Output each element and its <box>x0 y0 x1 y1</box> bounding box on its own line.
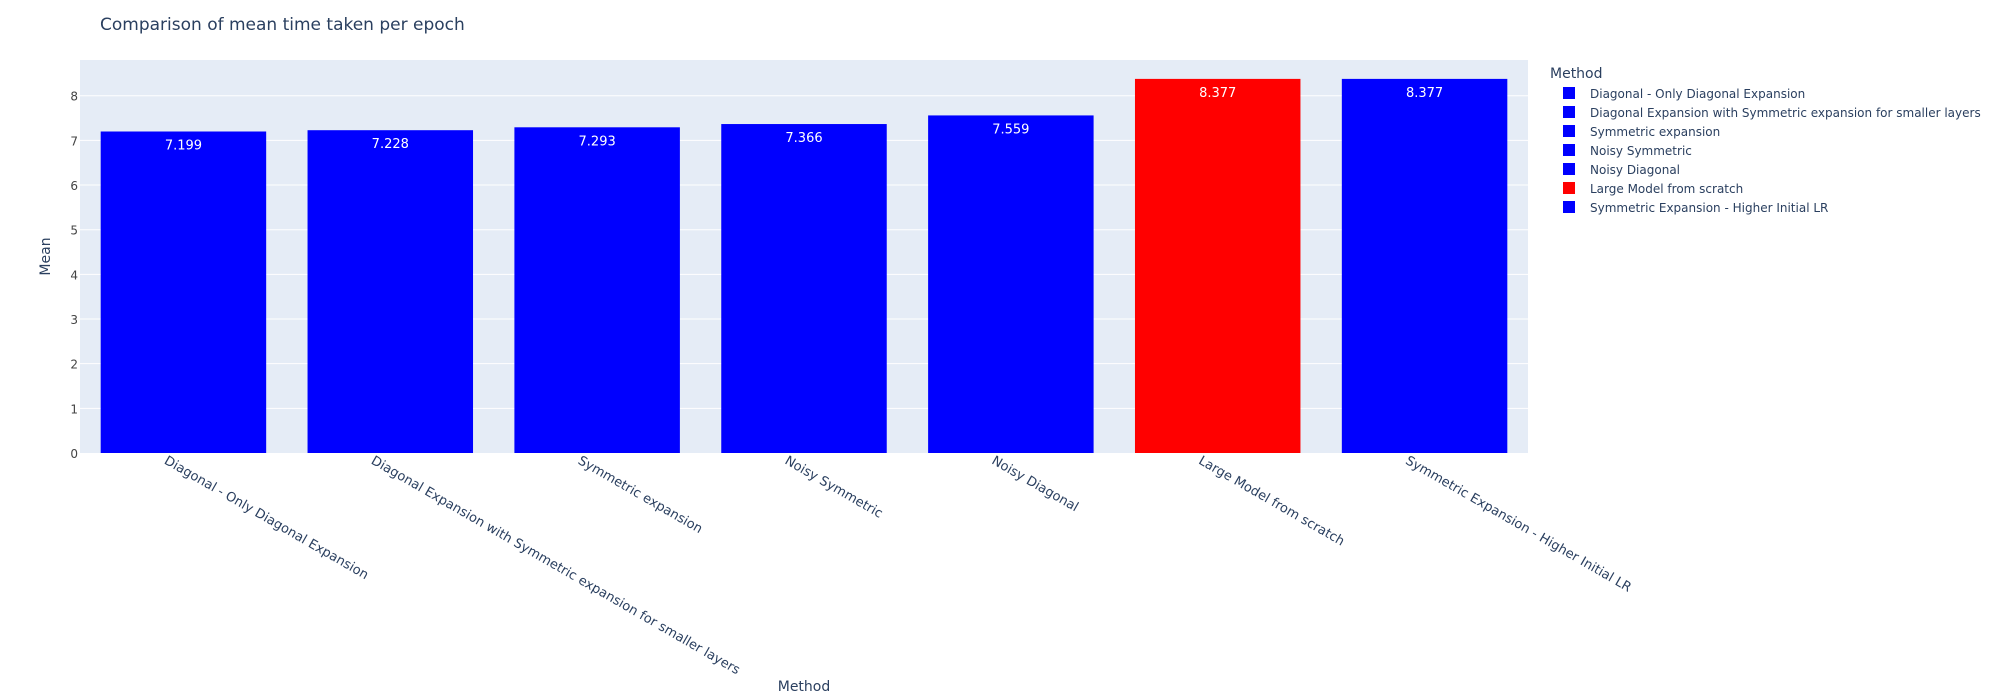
bar <box>721 124 887 453</box>
legend-swatch <box>1563 106 1575 118</box>
bar-value-label: 7.559 <box>992 122 1029 137</box>
legend-item-label: Symmetric Expansion - Higher Initial LR <box>1590 201 1828 215</box>
legend-item-label: Large Model from scratch <box>1590 182 1743 196</box>
bar-value-label: 8.377 <box>1199 86 1236 101</box>
x-tick-label: Diagonal - Only Diagonal Expansion <box>161 453 370 583</box>
legend-title: Method <box>1550 66 1603 82</box>
legend-item-label: Diagonal - Only Diagonal Expansion <box>1590 87 1805 101</box>
bar <box>100 131 267 453</box>
y-tick-label: 5 <box>70 224 78 238</box>
bar <box>1341 78 1508 453</box>
legend-swatch <box>1563 125 1575 137</box>
bar <box>928 115 1094 453</box>
y-tick-label: 7 <box>70 134 78 148</box>
bar-value-label: 7.199 <box>165 138 202 153</box>
bar-value-label: 7.293 <box>579 134 616 149</box>
bar <box>1134 78 1301 453</box>
legend: Method Diagonal - Only Diagonal Expansio… <box>1550 66 1981 215</box>
y-tick-label: 6 <box>70 179 78 193</box>
legend-item-label: Symmetric expansion <box>1590 125 1720 139</box>
y-axis-ticks: 0 1 2 3 4 5 6 7 8 <box>70 90 78 461</box>
x-tick-label: Noisy Diagonal <box>989 453 1081 515</box>
x-axis-ticks: Diagonal - Only Diagonal ExpansionDiagon… <box>161 453 1633 678</box>
legend-item-label: Diagonal Expansion with Symmetric expans… <box>1590 106 1981 120</box>
bar-value-label: 7.228 <box>372 137 409 152</box>
y-axis-title: Mean <box>38 237 54 275</box>
y-tick-label: 8 <box>70 90 78 104</box>
bar-value-label: 7.366 <box>785 131 822 146</box>
bars: 7.199 7.228 7.293 7.366 7.559 8.377 8.377 <box>100 78 1508 454</box>
legend-swatch <box>1563 201 1575 213</box>
y-tick-label: 3 <box>70 313 78 327</box>
legend-swatch <box>1563 182 1575 194</box>
x-tick-label: Symmetric expansion <box>575 453 705 537</box>
y-tick-label: 2 <box>70 358 78 372</box>
chart-title: Comparison of mean time taken per epoch <box>100 15 465 35</box>
x-axis-title: Method <box>778 679 831 695</box>
legend-item-label: Noisy Diagonal <box>1590 163 1680 177</box>
bar <box>514 127 680 454</box>
x-tick-label: Large Model from scratch <box>1196 453 1347 549</box>
x-tick-label: Symmetric Expansion - Higher Initial LR <box>1403 453 1634 595</box>
legend-swatch <box>1563 144 1575 156</box>
legend-item-label: Noisy Symmetric <box>1590 144 1692 158</box>
legend-items: Diagonal - Only Diagonal Expansion Diagon… <box>1563 87 1981 215</box>
legend-swatch <box>1563 163 1575 175</box>
bar <box>307 130 474 453</box>
y-tick-label: 1 <box>70 402 78 416</box>
legend-swatch <box>1563 87 1575 99</box>
x-tick-label: Diagonal Expansion with Symmetric expans… <box>368 453 742 678</box>
y-tick-label: 4 <box>70 268 78 282</box>
bar-value-label: 8.377 <box>1406 86 1443 101</box>
x-tick-label: Noisy Symmetric <box>782 453 885 521</box>
y-tick-label: 0 <box>70 447 78 461</box>
